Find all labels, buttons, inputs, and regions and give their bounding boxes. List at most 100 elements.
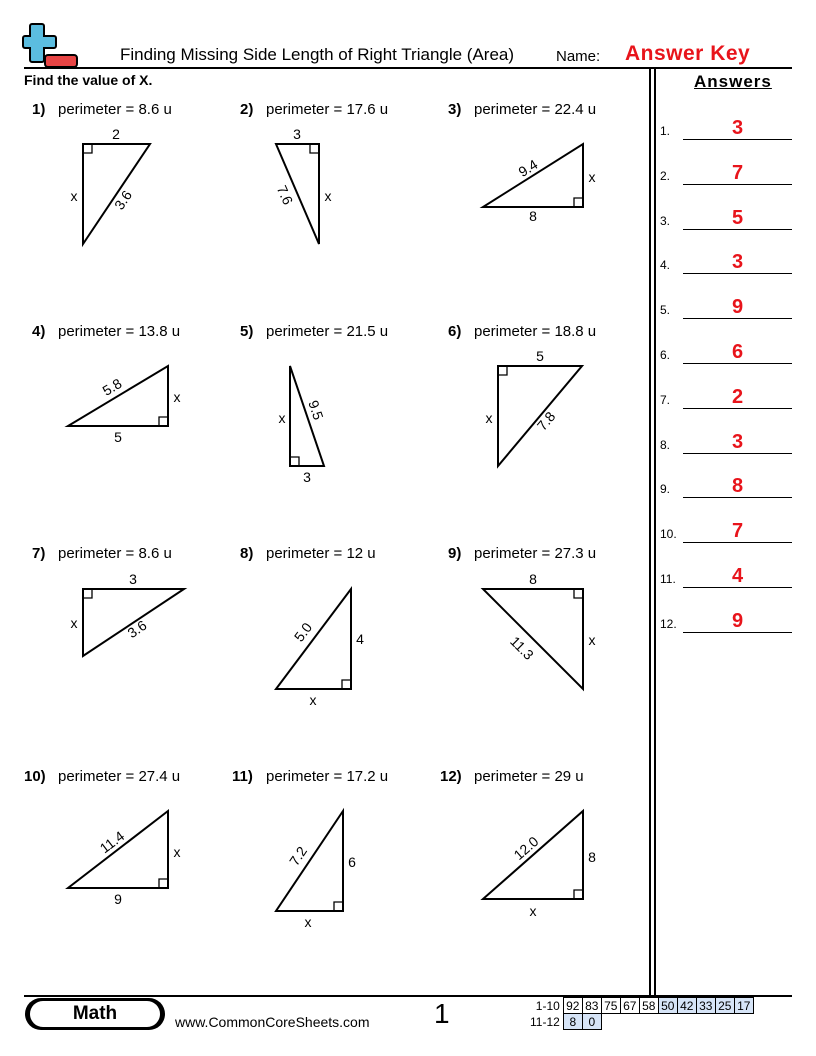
answer-number: 12.	[660, 616, 677, 631]
answer-value: 5	[731, 206, 744, 229]
answer-line	[683, 363, 792, 364]
side-label: 5	[536, 348, 544, 364]
problem-number: 10)	[24, 768, 46, 785]
right-triangle	[64, 364, 169, 427]
problem-perimeter: perimeter = 29 u	[474, 768, 584, 785]
side-label: 8	[529, 571, 537, 587]
right-triangle	[65, 808, 169, 889]
answer-number: 4.	[660, 258, 671, 273]
right-triangle	[479, 142, 584, 208]
subject-label: Math	[30, 1001, 160, 1027]
score-cell: 8	[562, 1013, 583, 1030]
answer-line	[683, 631, 792, 633]
problem-number: 12)	[440, 768, 462, 785]
side-label: 7.6	[274, 183, 297, 207]
score-cell: 58	[638, 997, 659, 1014]
answer-row: 9. 8	[660, 475, 792, 499]
right-angle-marker	[290, 456, 300, 466]
side-label: 3	[303, 469, 311, 485]
right-angle-marker	[309, 144, 319, 154]
side-label: x	[174, 389, 181, 405]
right-angle-marker	[498, 366, 508, 376]
page-number: 1	[434, 998, 450, 1029]
answer-line	[683, 228, 792, 230]
side-label: 3	[129, 571, 137, 587]
problem-number: 6)	[448, 323, 462, 340]
name-label: Name:	[556, 48, 601, 65]
answer-line	[683, 273, 792, 275]
worksheet-title: Finding Missing Side Length of Right Tri…	[120, 45, 515, 64]
right-triangle	[274, 586, 352, 690]
problem-number: 8)	[240, 545, 254, 562]
right-triangle	[274, 807, 344, 912]
problem-perimeter: perimeter = 12 u	[266, 545, 376, 562]
score-table: 1-10 92 83 75 67 58 50 42 33 25 17 11-12 8 0	[528, 997, 754, 1030]
instructions: Find the value of X.	[24, 72, 153, 88]
answer-value: 3	[731, 251, 744, 274]
problem-perimeter: perimeter = 13.8 u	[58, 323, 181, 340]
answer-number: 11.	[660, 572, 676, 586]
score-cell: 25	[714, 997, 735, 1014]
column-divider	[649, 69, 651, 996]
side-label: 3.6	[111, 187, 135, 212]
side-label: x	[325, 188, 332, 204]
side-label: x	[71, 615, 78, 631]
answer-line	[683, 497, 792, 499]
score-cell: 50	[657, 997, 678, 1014]
score-row-label: 11-12	[530, 1014, 560, 1029]
answer-line	[683, 318, 792, 320]
answer-number: 6.	[660, 348, 671, 362]
answer-line	[683, 587, 792, 588]
score-cell: 0	[581, 1013, 602, 1030]
problem-number: 3)	[448, 101, 462, 118]
problem-perimeter: perimeter = 8.6 u	[58, 545, 172, 562]
right-triangle	[289, 365, 326, 467]
answer-value: 4	[731, 565, 744, 587]
side-label: x	[486, 410, 493, 426]
score-cell: 17	[733, 997, 754, 1014]
score-cell: 42	[676, 997, 697, 1014]
answer-row: 11. 4	[660, 565, 792, 588]
side-label: x	[589, 632, 596, 648]
problem-perimeter: perimeter = 17.2 u	[266, 768, 389, 785]
score-cell: 33	[695, 997, 716, 1014]
plus-minus-logo-icon	[22, 23, 78, 68]
right-angle-marker	[83, 144, 93, 154]
side-label: x	[279, 410, 286, 426]
right-angle-marker	[573, 889, 583, 899]
answer-number: 10.	[660, 527, 677, 542]
answers-heading: Answers	[694, 72, 772, 91]
score-cell: 83	[581, 997, 602, 1014]
answer-row: 4. 3	[660, 251, 792, 275]
problem-number: 5)	[240, 323, 254, 340]
side-label: 6	[348, 854, 356, 870]
name-value: Answer Key	[625, 42, 751, 65]
answer-row: 10. 7	[660, 520, 792, 544]
answer-row: 5. 9	[660, 296, 792, 320]
answer-value: 9	[731, 609, 744, 632]
answer-number: 9.	[660, 482, 671, 497]
answer-row: 6. 6	[660, 341, 792, 364]
problem-number: 1)	[32, 101, 46, 118]
right-angle-marker	[83, 589, 93, 599]
side-label: 7.8	[534, 408, 559, 433]
answer-line	[683, 452, 792, 454]
answer-row: 2. 7	[660, 162, 792, 185]
score-cell: 92	[562, 997, 583, 1014]
score-row: 1-10 92 83 75 67 58 50 42 33 25 17	[528, 997, 754, 1014]
problem-number: 7)	[32, 545, 46, 562]
side-label: x	[310, 692, 317, 708]
right-angle-marker	[573, 197, 583, 207]
answer-row: 8. 3	[660, 430, 792, 454]
answer-value: 3	[731, 430, 744, 453]
right-angle-marker	[341, 679, 351, 689]
side-label: 9.4	[516, 156, 541, 180]
column-divider	[654, 69, 656, 996]
answer-number: 7.	[660, 392, 671, 407]
score-cell: 75	[600, 997, 621, 1014]
answer-line	[683, 407, 792, 409]
problem-number: 11)	[232, 768, 253, 785]
problem-perimeter: perimeter = 27.4 u	[58, 768, 181, 785]
